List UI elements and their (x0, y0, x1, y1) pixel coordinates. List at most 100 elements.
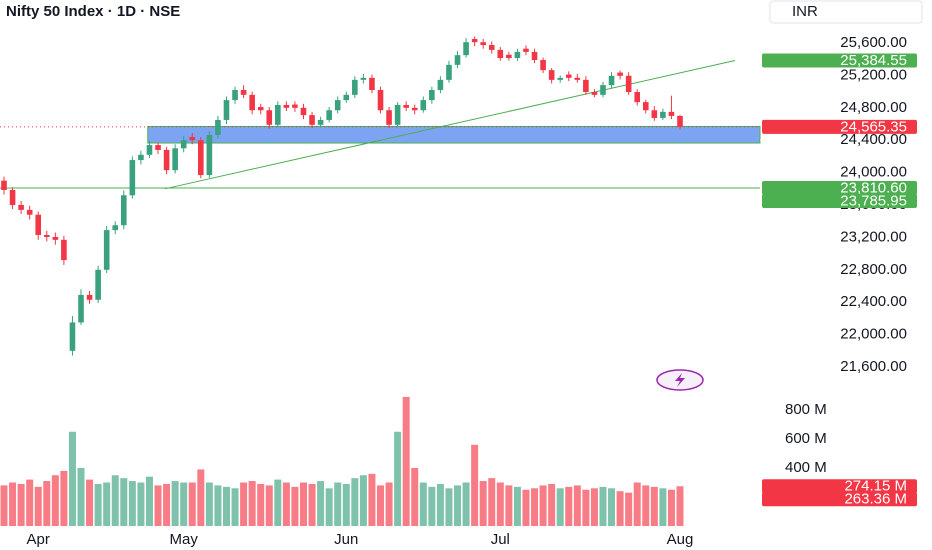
candle-body (9, 190, 16, 206)
candle-body (35, 214, 42, 235)
candle-body (660, 111, 666, 118)
candle-body (668, 111, 675, 116)
volume-bar (667, 489, 675, 526)
currency: INR (792, 3, 818, 20)
volume-bar (342, 483, 350, 526)
y-tick-label: 22,000.00 (840, 326, 907, 343)
volume-bar (299, 482, 307, 526)
candle-body (43, 234, 50, 237)
volume-bar (248, 481, 256, 526)
volume-bar (505, 485, 513, 526)
volume-bar (145, 476, 153, 526)
candle-body (677, 115, 683, 127)
chart-title: Nifty 50 Index · 1D · NSE (6, 3, 180, 20)
candle-body (129, 160, 136, 196)
candle-body (463, 42, 469, 56)
candle-body (69, 322, 76, 351)
y-tick-label: 22,400.00 (840, 293, 907, 310)
x-tick-label: Jun (334, 531, 358, 548)
volume-bar (154, 485, 162, 526)
currency-box (769, 0, 923, 24)
volume-bar (317, 481, 325, 526)
candle-body (557, 77, 564, 80)
price-label-box (762, 492, 917, 507)
price-label: 23,785.95 (840, 192, 907, 209)
candle-body (411, 107, 418, 111)
candle-body (548, 70, 555, 80)
volume-bar (282, 482, 290, 526)
candle-body (266, 110, 273, 125)
candle-body (437, 79, 444, 90)
candle-body (249, 94, 255, 111)
candle-body (608, 75, 615, 86)
volume-bar (556, 488, 564, 526)
candle-body (334, 100, 341, 111)
volume-bar (0, 485, 8, 526)
vol-tick-label: 400 M (785, 459, 827, 476)
candle-body (540, 60, 546, 71)
candle-body (506, 54, 512, 58)
volume-bar (171, 481, 179, 526)
volume-bar (436, 483, 444, 526)
volume-bar (231, 488, 239, 526)
price-label: 263.36 M (844, 491, 907, 508)
candle-body (600, 85, 606, 95)
volume-bar (642, 485, 650, 526)
candle-body (155, 145, 161, 150)
candle-body (446, 64, 452, 80)
candle-body (1, 180, 7, 191)
volume-bar (257, 483, 265, 526)
candle-body (146, 145, 153, 155)
volume-bar (308, 483, 316, 526)
volume-bar (522, 489, 530, 526)
volume-bar (385, 482, 393, 526)
candle-body (574, 77, 581, 80)
volume-bar (137, 482, 145, 526)
candle-body (583, 79, 589, 93)
candle-body (471, 38, 478, 43)
candle-body (377, 89, 384, 111)
candle-body (95, 269, 101, 300)
volume-bar (590, 488, 598, 526)
candle-body (86, 294, 93, 300)
candle-body (454, 55, 461, 65)
price-label-box (762, 193, 917, 208)
y-tick-label: 23,200.00 (840, 228, 907, 245)
volume-bar (419, 482, 427, 526)
price-label: 23,810.60 (840, 179, 907, 196)
volume-bar (128, 481, 136, 526)
volume-bar (359, 475, 367, 526)
y-tick-label: 21,600.00 (840, 358, 907, 375)
candle-body (420, 100, 427, 111)
price-label: 24,565.35 (840, 118, 907, 135)
candle-body (180, 140, 187, 149)
candle-body (257, 106, 264, 111)
candle-body (240, 89, 247, 95)
price-label-box (762, 180, 917, 195)
candle-body (275, 104, 281, 125)
volume-bar (377, 485, 385, 526)
candle-body (103, 230, 110, 270)
trendline (164, 59, 736, 190)
volume-bar (325, 488, 333, 526)
candle-body (26, 209, 33, 215)
volume-bar (513, 486, 521, 526)
volume-bar (650, 486, 658, 526)
x-tick-label: May (170, 531, 199, 548)
volume-bar (34, 486, 42, 526)
volume-bar (573, 485, 581, 526)
volume-bar (676, 486, 684, 526)
volume-bar (43, 481, 51, 526)
volume-bar (479, 481, 487, 526)
volume-bar (222, 486, 230, 526)
candle-body (591, 92, 598, 95)
volume-bar (60, 470, 68, 526)
volume-bar (291, 486, 299, 526)
x-tick-label: Apr (27, 531, 50, 548)
candle-body (120, 195, 127, 226)
volume-bar (274, 479, 282, 526)
volume-bar (462, 482, 470, 526)
candle-body (326, 110, 332, 120)
candle-body (206, 134, 213, 176)
